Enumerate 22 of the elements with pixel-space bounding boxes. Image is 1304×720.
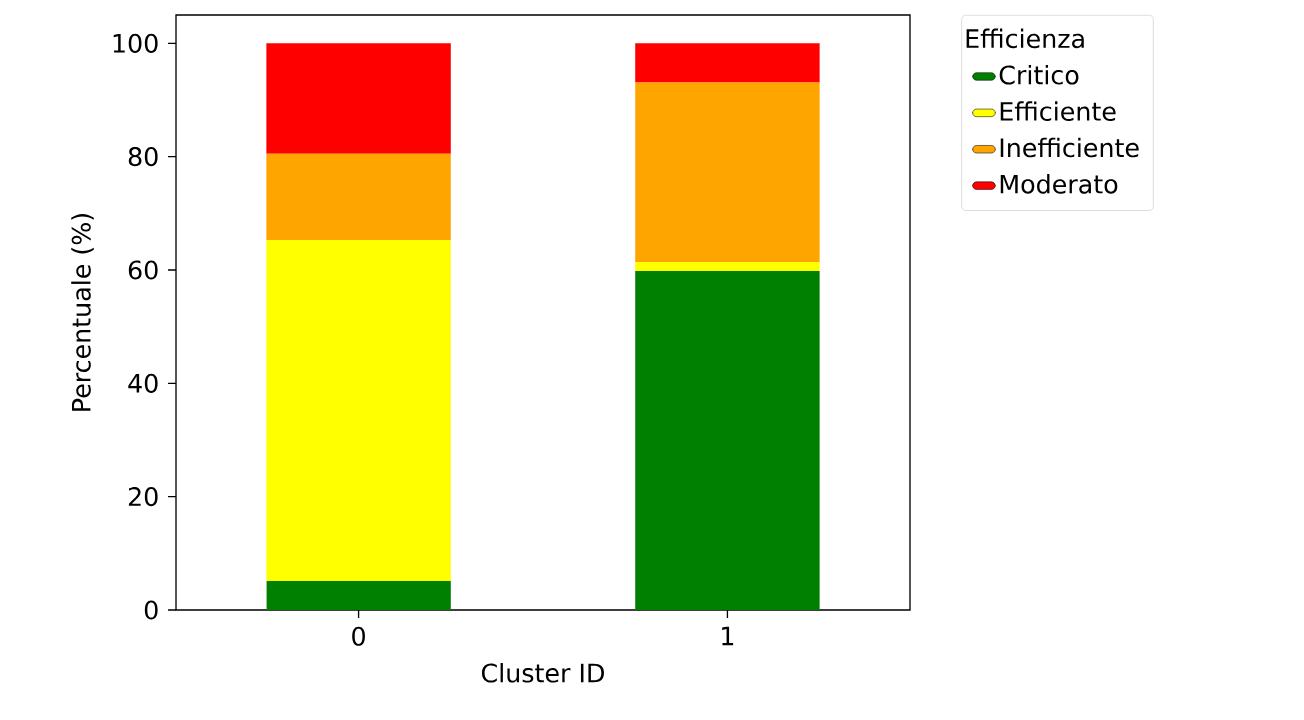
legend-label: Moderato (1000, 174, 1118, 194)
legend-label: Inefficiente (1000, 137, 1139, 158)
legend-label: Critico (999, 64, 1079, 85)
bar (635, 271, 820, 610)
y-tick-label: 20 (128, 487, 158, 507)
bar (266, 153, 451, 240)
y-tick-label: 40 (128, 373, 158, 393)
bar (266, 581, 451, 610)
x-tick-label: 1 (722, 626, 734, 646)
y-tick-label: 0 (144, 600, 158, 620)
legend-label: Efficiente (1000, 101, 1116, 121)
bar (266, 239, 451, 582)
y-axis-title: Percentuale (%) (71, 213, 94, 411)
bar (266, 43, 451, 154)
y-tick-label: 100 (113, 33, 158, 53)
bar (635, 43, 820, 83)
legend-title: Efficienza (966, 28, 1084, 49)
y-tick-label: 80 (128, 147, 158, 167)
bar (635, 82, 820, 263)
x-axis-title: Cluster ID (481, 663, 604, 683)
y-tick-label: 60 (128, 260, 158, 280)
bar (635, 262, 820, 272)
